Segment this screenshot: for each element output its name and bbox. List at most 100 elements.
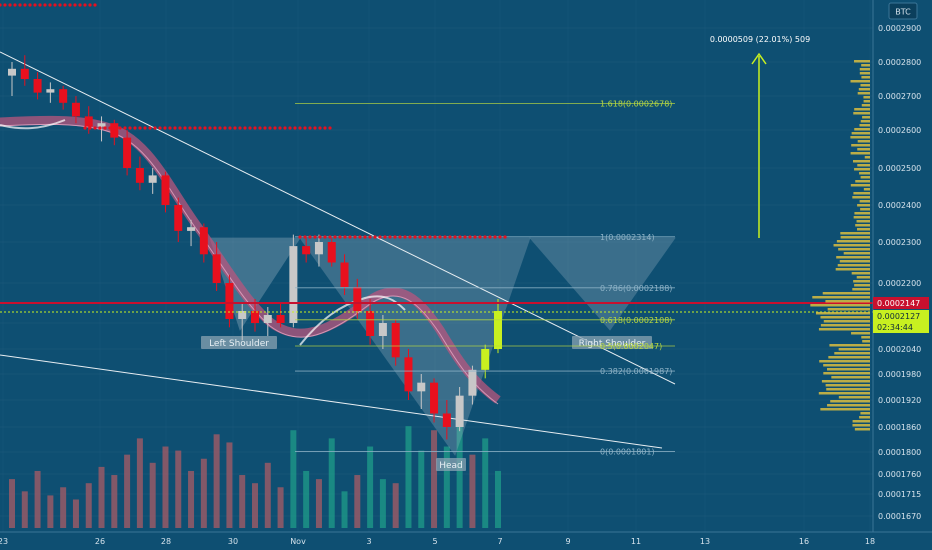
candle-body xyxy=(379,323,387,336)
candle-body xyxy=(98,123,106,126)
volume-bar xyxy=(495,471,501,528)
price-axis-panel[interactable] xyxy=(873,0,932,550)
candle-body xyxy=(59,89,67,103)
volume-profile-bar xyxy=(851,184,870,187)
volume-bar xyxy=(99,467,105,528)
resistance-dots xyxy=(268,126,271,129)
candle-body xyxy=(468,370,476,396)
resistance-dots xyxy=(93,3,96,6)
volume-profile-bar xyxy=(859,124,870,127)
volume-profile-bar xyxy=(854,216,870,219)
resistance-dots xyxy=(318,126,321,129)
volume-bar xyxy=(226,442,232,528)
volume-bar xyxy=(137,438,143,528)
time-tick-label: 9 xyxy=(565,537,570,546)
volume-bar xyxy=(252,483,258,528)
candle-body xyxy=(161,175,169,205)
resistance-dots xyxy=(478,235,481,238)
price-tick-label: 0.0001980 xyxy=(878,370,921,379)
resistance-dots xyxy=(363,235,366,238)
fib-level-label: 0.382(0.0001987) xyxy=(600,367,672,376)
volume-profile-bar xyxy=(855,428,870,431)
volume-profile-bar xyxy=(819,392,870,395)
resistance-dots xyxy=(78,3,81,6)
volume-bar xyxy=(405,426,411,528)
resistance-dots xyxy=(43,3,46,6)
resistance-dots xyxy=(253,126,256,129)
resistance-dots xyxy=(103,126,106,129)
candle-body xyxy=(430,383,438,414)
price-tick-label: 0.0002800 xyxy=(878,58,921,67)
volume-bar xyxy=(265,463,271,528)
candle-body xyxy=(110,123,118,137)
resistance-dots xyxy=(308,235,311,238)
price-tick-label: 0.0001920 xyxy=(878,396,921,405)
time-tick-label: 5 xyxy=(432,537,437,546)
volume-profile-bar xyxy=(854,108,870,111)
resistance-dots xyxy=(228,126,231,129)
pattern-label: Head xyxy=(439,461,463,471)
time-tick-label: 30 xyxy=(228,537,238,546)
volume-profile-bar xyxy=(858,92,870,95)
volume-profile-bar xyxy=(823,372,870,375)
resistance-dots xyxy=(368,235,371,238)
resistance-dots xyxy=(393,235,396,238)
resistance-dots xyxy=(233,126,236,129)
time-tick-label: 3 xyxy=(366,537,371,546)
resistance-dots xyxy=(303,235,306,238)
volume-profile-bar xyxy=(861,176,870,179)
resistance-dots xyxy=(258,126,261,129)
resistance-dots xyxy=(293,126,296,129)
price-tick-label: 0.0002300 xyxy=(878,238,921,247)
volume-profile-bar xyxy=(852,272,870,275)
resistance-dots xyxy=(298,235,301,238)
resistance-dots xyxy=(473,235,476,238)
volume-bar xyxy=(35,471,41,528)
price-tags: 0.00021470.000212702:34:44 xyxy=(873,297,929,333)
volume-profile-bar xyxy=(823,364,870,367)
volume-profile-bar xyxy=(864,100,870,103)
volume-profile-bar xyxy=(853,112,870,115)
candle-body xyxy=(187,227,195,231)
price-tick-label: 0.0002600 xyxy=(878,126,921,135)
resistance-dots xyxy=(408,235,411,238)
volume-bar xyxy=(469,455,475,528)
resistance-dots xyxy=(308,126,311,129)
candle-body xyxy=(302,246,310,254)
resistance-dots xyxy=(493,235,496,238)
volume-bar xyxy=(47,495,53,528)
volume-profile-bar xyxy=(853,280,870,283)
resistance-dots xyxy=(28,3,31,6)
volume-profile-bar xyxy=(829,344,870,347)
resistance-dots xyxy=(328,235,331,238)
resistance-dots xyxy=(353,235,356,238)
resistance-dots xyxy=(128,126,131,129)
volume-profile-bar xyxy=(810,304,870,307)
volume-profile-bar xyxy=(860,412,870,415)
volume-profile-bar xyxy=(861,336,870,339)
resistance-dots xyxy=(248,126,251,129)
resistance-dots xyxy=(113,126,116,129)
volume-profile-bar xyxy=(858,140,870,143)
resistance-dots xyxy=(418,235,421,238)
price-tick-label: 0.0001760 xyxy=(878,470,921,479)
price-tick-label: 0.0001715 xyxy=(878,490,921,499)
resistance-dots xyxy=(298,126,301,129)
resistance-dots xyxy=(328,126,331,129)
volume-profile-bar xyxy=(860,68,870,71)
volume-profile-bar xyxy=(862,116,870,119)
resistance-dots xyxy=(153,126,156,129)
resistance-dots xyxy=(173,126,176,129)
volume-bar xyxy=(201,459,207,528)
resistance-dots xyxy=(88,126,91,129)
volume-profile-bar xyxy=(854,128,870,131)
volume-profile-bar xyxy=(851,332,870,335)
volume-profile-bar xyxy=(852,424,870,427)
time-tick-label: 16 xyxy=(799,537,809,546)
resistance-dots xyxy=(263,126,266,129)
volume-profile-bar xyxy=(853,420,870,423)
resistance-dots xyxy=(458,235,461,238)
volume-bar xyxy=(150,463,156,528)
volume-profile-bar xyxy=(840,232,870,235)
